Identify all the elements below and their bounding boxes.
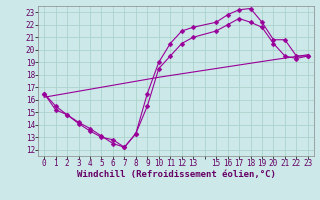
X-axis label: Windchill (Refroidissement éolien,°C): Windchill (Refroidissement éolien,°C)	[76, 170, 276, 179]
